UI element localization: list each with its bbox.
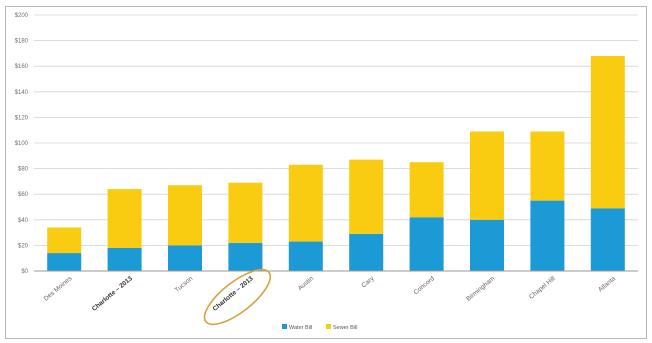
chart-frame: $0 $20 $40 $60 $80 $100 $120 $140 $160 $180 $200 D… (5, 6, 647, 339)
highlight-ellipse (203, 268, 272, 326)
x-tick-label: Birmingham (465, 275, 496, 303)
y-tick-label: $100 (15, 141, 29, 147)
y-tick-label: $40 (18, 218, 29, 224)
x-tick-label: Charlotte – 2013 (91, 275, 134, 313)
bar-segment-sewer (409, 162, 444, 218)
stacked-bar-chart: $0 $20 $40 $60 $80 $100 $120 $140 $160 $180 $200 D… (15, 13, 638, 331)
y-axis-tick-labels: $0 $20 $40 $60 $80 $100 $120 $140 $160 $180 $200 (15, 13, 29, 275)
bars (47, 55, 625, 271)
legend-swatch (282, 324, 287, 329)
x-tick-label: Chapel Hill (528, 275, 557, 301)
y-tick-label: $20 (18, 243, 29, 249)
bar-segment-water (530, 200, 565, 271)
legend-label: Water Bill (289, 325, 312, 331)
x-tick-label: Austin (297, 275, 316, 292)
bar-segment-sewer (107, 189, 142, 248)
x-tick-label: Des Moines (43, 275, 74, 303)
y-tick-label: $180 (15, 39, 29, 45)
bar-segment-water (590, 208, 625, 271)
legend-swatch (326, 324, 331, 329)
bar-segment-water (107, 247, 142, 271)
bar-segment-water (349, 233, 384, 271)
y-tick-label: $60 (18, 192, 29, 198)
legend-label: Sewer Bill (333, 325, 357, 331)
bar-segment-water (228, 242, 263, 271)
legend: Water Bill Sewer Bill (282, 324, 357, 331)
y-tick-label: $0 (21, 269, 28, 275)
bar-segment-sewer (590, 55, 625, 209)
bar-segment-water (168, 245, 202, 271)
bar-segment-sewer (530, 131, 565, 201)
y-tick-label: $120 (15, 115, 29, 121)
bar-segment-water (470, 219, 504, 271)
bar-segment-water (409, 217, 444, 271)
x-tick-label: Concord (413, 275, 437, 296)
bar-segment-sewer (470, 131, 504, 220)
y-tick-label: $140 (15, 90, 29, 96)
x-tick-label: Atlanta (597, 275, 617, 294)
bar-segment-sewer (47, 227, 82, 254)
bar-segment-sewer (349, 159, 384, 234)
bar-segment-water (47, 253, 82, 271)
bar-segment-sewer (288, 164, 323, 242)
bar-segment-water (288, 241, 323, 271)
x-tick-label: Tucson (174, 275, 195, 294)
y-tick-label: $200 (15, 13, 29, 19)
bar-segment-sewer (228, 182, 263, 243)
y-tick-label: $80 (18, 167, 29, 173)
x-tick-label: Cary (360, 275, 376, 290)
bar-segment-sewer (168, 185, 202, 246)
y-tick-label: $160 (15, 64, 29, 70)
